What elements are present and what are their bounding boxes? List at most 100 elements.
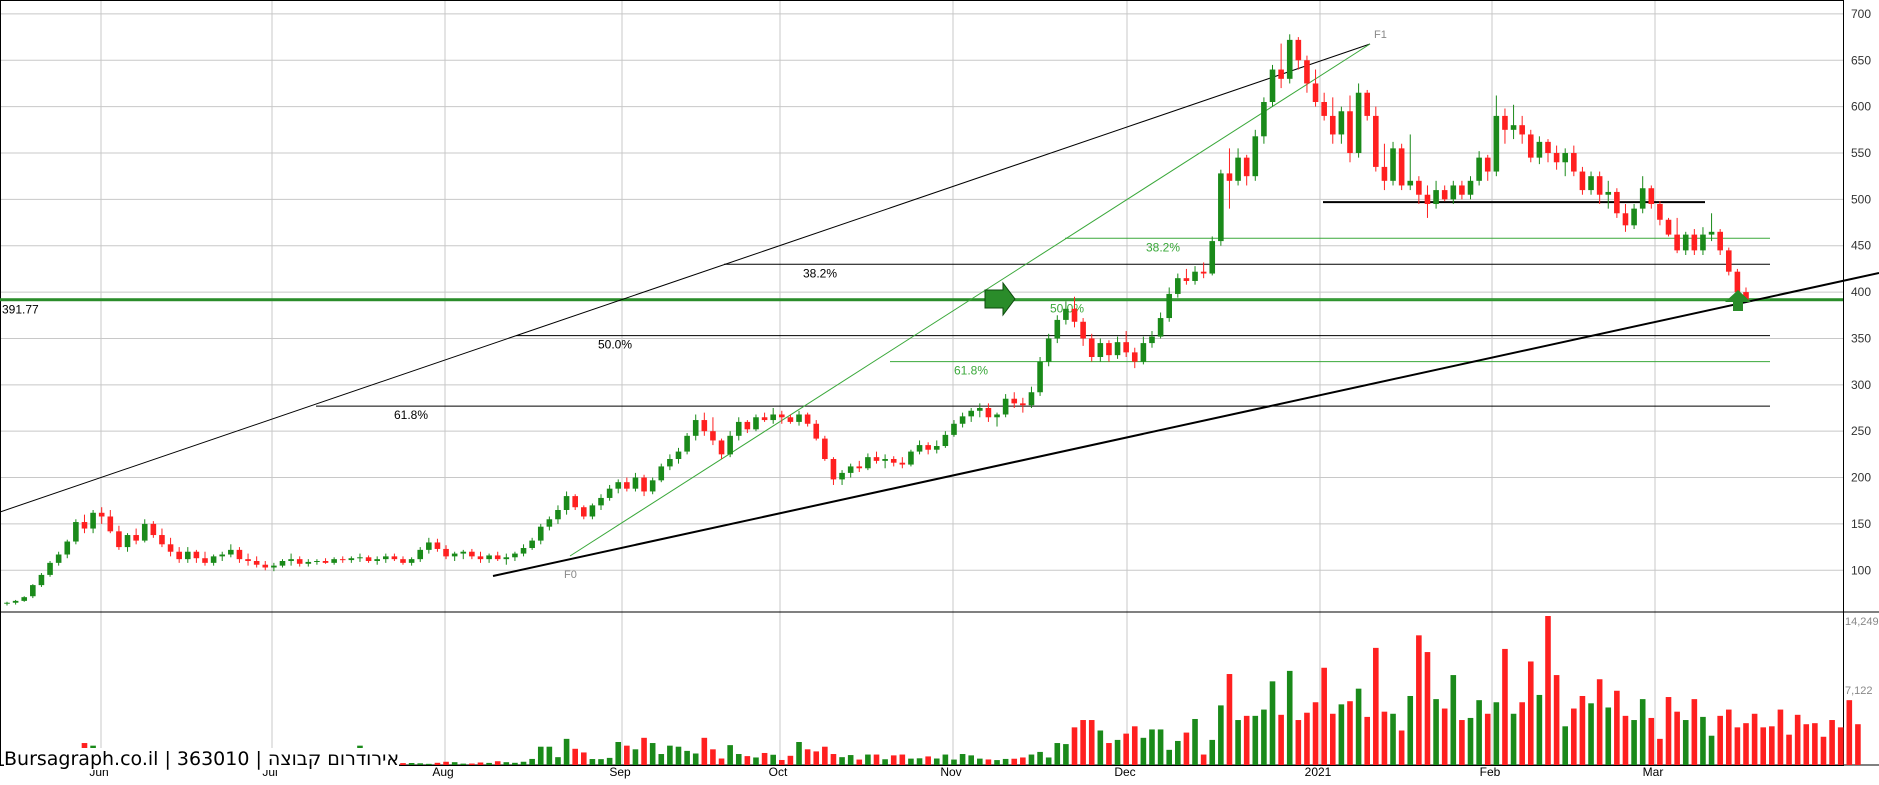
candle [1252,129,1259,181]
candle-body [572,496,578,508]
volume-bar [546,746,553,765]
candle [667,454,673,471]
candle [598,494,604,510]
volume-bar [1622,715,1629,765]
candle [451,551,458,561]
candle [1657,201,1663,226]
candle [537,523,544,545]
candle-body [968,410,974,417]
candle [262,561,269,571]
candle-body [1088,338,1095,357]
candle [1674,217,1680,254]
candle [770,408,776,424]
volume-tick-label: 7,122 [1845,685,1873,697]
candle-body [245,559,251,561]
volume-bar [761,752,768,765]
candle-body [1390,148,1396,181]
candle [1295,37,1302,70]
candle [1321,92,1327,121]
volume-bar [1020,757,1026,765]
candle [1424,185,1431,218]
volume-bar [1450,675,1457,765]
candle [55,551,62,566]
y-tick-label: 500 [1851,192,1871,206]
volume-bar [1338,704,1345,765]
candle [624,477,630,492]
volume-bar [1140,737,1147,765]
volume-bar [942,754,949,765]
candle [1149,331,1155,348]
candle [1364,89,1371,121]
candle-body [1192,271,1198,281]
volume-bar [572,748,578,765]
candle-body [271,565,277,568]
candle-body [4,602,10,604]
candle [391,553,398,561]
candle [1381,143,1388,191]
candle-body [856,466,863,469]
volume-bar [1545,616,1551,765]
candle [339,556,346,563]
candle [933,440,940,454]
volume-bar [486,762,492,765]
candle-body [1631,208,1637,226]
volume-bar [908,758,914,765]
candle [692,414,699,441]
candle [374,556,380,565]
candle-body [296,559,303,564]
candle-body [624,482,630,489]
volume-bar [1261,709,1267,765]
candle-body [1175,278,1181,294]
volume-bar [1760,727,1767,765]
volume-bar [1123,733,1129,765]
candle-body [1519,125,1525,135]
volume-bar [624,745,630,765]
candle-body [951,423,957,435]
candle-body [486,555,492,560]
volume-bar [1209,739,1216,765]
candle-body [159,535,165,545]
candle-body [1355,92,1362,153]
candle-body [1691,234,1698,251]
volume-bar [1355,688,1362,765]
candle-body [994,414,1000,418]
candle-body [1648,188,1655,204]
candle [1545,139,1551,163]
volume-bar [615,741,622,765]
candle-body [899,462,906,465]
candle-body [985,408,992,418]
volume-bar [1235,720,1241,765]
volume-bar [417,763,424,765]
candle-body [1657,204,1663,220]
candle [486,553,492,563]
volume-bar [994,760,1000,765]
volume-bar [555,757,561,765]
volume-bar [1149,729,1155,765]
candle [228,544,234,558]
candle-body [658,466,665,481]
volume-bar [1527,661,1534,765]
candle [563,491,570,515]
candle [701,412,708,436]
volume-bar [692,753,699,765]
volume-bar [1631,720,1637,765]
volume-bar [1493,702,1500,765]
candle [865,453,871,471]
candle-body [813,423,820,439]
volume-bar [1562,726,1569,765]
candle-body [942,434,949,447]
candle [1011,392,1018,408]
candle [1390,141,1396,186]
candle-body [219,554,226,557]
candle [968,408,974,422]
x-tick-label: Dec [1114,765,1135,779]
candle [1700,227,1706,255]
volume-bar [1269,681,1276,765]
candle [1562,148,1569,177]
volume-bar [1855,724,1861,765]
candle [1691,229,1698,255]
candle [761,412,768,422]
volume-bar [1476,700,1482,765]
candle-body [228,549,234,555]
candle [30,584,36,599]
